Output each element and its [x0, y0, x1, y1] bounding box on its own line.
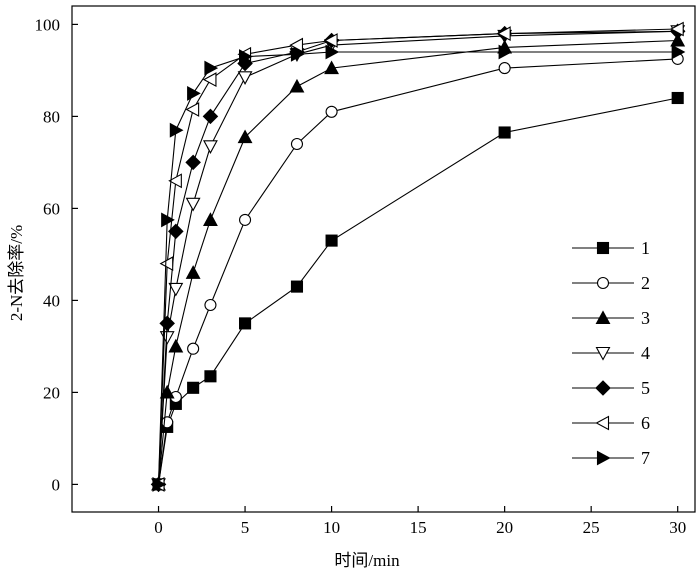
data-point-7 [239, 49, 253, 65]
data-point-5 [202, 108, 219, 125]
data-point-4 [237, 71, 253, 85]
legend-label: 7 [641, 448, 650, 468]
series-6 [150, 21, 684, 492]
data-point-2 [325, 105, 338, 118]
data-point-6 [168, 173, 182, 189]
series-line-5 [157, 30, 678, 485]
legend-label: 5 [641, 378, 650, 398]
data-point-3 [670, 32, 686, 47]
data-point-7 [498, 44, 513, 60]
data-point-2 [239, 213, 252, 226]
data-point-6 [185, 102, 200, 117]
legend-label: 4 [641, 343, 650, 363]
series-line-1 [157, 97, 678, 485]
data-point-7 [204, 60, 219, 76]
data-point-7 [152, 476, 167, 492]
data-point-2 [204, 298, 217, 312]
y-axis-label: 2-N去除率/% [7, 225, 26, 321]
x-tick-label: 10 [323, 518, 340, 537]
data-point-4 [203, 140, 218, 154]
data-point-3 [203, 212, 218, 226]
legend-item-4: 4 [572, 343, 650, 363]
data-point-4 [185, 197, 201, 212]
legend-marker [595, 310, 611, 325]
legend-label: 6 [641, 413, 650, 433]
data-point-3 [289, 78, 305, 93]
y-tick-label: 60 [43, 199, 60, 218]
data-point-3 [237, 129, 253, 144]
data-point-1 [204, 370, 217, 383]
series-line-2 [157, 58, 678, 485]
data-point-1 [239, 317, 252, 330]
y-tick-label: 40 [43, 291, 60, 310]
y-tick-label: 20 [43, 383, 60, 402]
legend-marker [595, 415, 610, 431]
legend-item-6: 6 [572, 413, 650, 433]
series-line-6 [157, 28, 678, 485]
data-point-1 [671, 91, 684, 105]
data-point-7 [290, 46, 305, 62]
legend-marker [596, 450, 611, 466]
data-point-2 [187, 342, 200, 355]
data-point-6 [159, 256, 174, 272]
data-point-3 [324, 60, 340, 75]
legend-item-1: 1 [572, 238, 650, 258]
x-tick-label: 30 [669, 518, 686, 537]
series-line-4 [157, 30, 678, 485]
legend-marker [596, 276, 610, 290]
data-point-6 [670, 21, 684, 37]
data-point-7 [671, 44, 686, 60]
legend-item-3: 3 [572, 308, 650, 328]
data-point-6 [496, 26, 511, 42]
x-tick-label: 0 [154, 518, 163, 537]
data-point-2 [290, 137, 304, 151]
series-1 [152, 91, 684, 491]
data-point-2 [161, 416, 174, 429]
legend-item-2: 2 [572, 273, 650, 293]
legend-label: 3 [641, 308, 650, 328]
series-line-7 [157, 51, 678, 485]
data-point-5 [185, 154, 201, 171]
series-7 [152, 44, 686, 492]
data-point-7 [325, 44, 340, 60]
data-point-2 [498, 62, 511, 75]
x-tick-label: 25 [583, 518, 600, 537]
legend-label: 1 [641, 238, 650, 258]
legend-marker [596, 241, 610, 255]
y-tick-label: 80 [43, 107, 60, 126]
x-tick-label: 15 [410, 518, 427, 537]
data-point-3 [168, 338, 184, 353]
data-point-7 [161, 212, 175, 228]
series-line-3 [157, 39, 678, 485]
data-point-7 [187, 85, 201, 101]
legend-marker [595, 380, 611, 396]
data-point-1 [187, 381, 200, 394]
x-axis-label: 时间/min [334, 551, 400, 570]
x-tick-label: 5 [241, 518, 250, 537]
data-point-3 [185, 265, 201, 279]
plot-frame [71, 5, 696, 513]
legend-label: 2 [641, 273, 650, 293]
data-point-7 [169, 122, 184, 138]
legend-item-7: 7 [572, 448, 650, 468]
y-tick-label: 0 [52, 475, 61, 494]
data-point-5 [159, 315, 175, 332]
y-tick-label: 100 [35, 15, 61, 34]
legend-marker [595, 346, 611, 361]
legend-item-5: 5 [572, 378, 650, 398]
data-point-6 [289, 37, 304, 53]
data-point-1 [498, 126, 511, 139]
data-point-4 [168, 282, 184, 297]
x-tick-label: 20 [496, 518, 513, 537]
data-point-6 [202, 72, 217, 88]
data-point-1 [290, 280, 304, 293]
data-point-6 [323, 33, 338, 48]
data-point-1 [325, 234, 338, 247]
